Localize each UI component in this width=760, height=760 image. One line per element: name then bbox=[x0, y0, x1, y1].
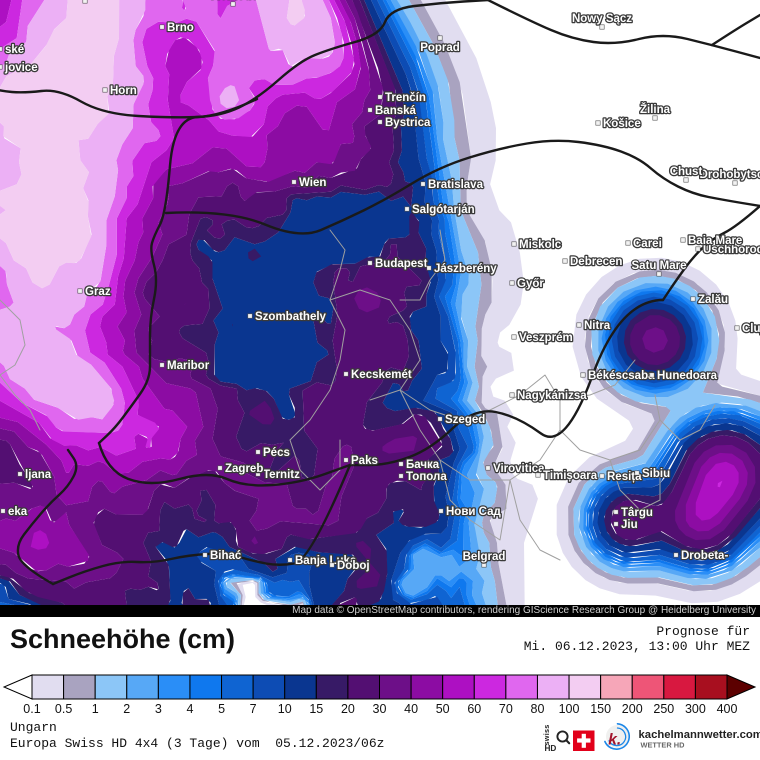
svg-text:HD: HD bbox=[545, 744, 557, 753]
svg-text:Cluj-Napoca: Cluj-Napoca bbox=[742, 323, 760, 335]
svg-text:Graz: Graz bbox=[85, 286, 111, 298]
svg-text:Nowy Sącz: Nowy Sącz bbox=[572, 13, 632, 25]
svg-text:Miskolc: Miskolc bbox=[519, 239, 562, 251]
svg-text:Bystrica: Bystrica bbox=[385, 117, 431, 129]
svg-text:Budapest: Budapest bbox=[375, 258, 428, 270]
svg-text:Trenčín: Trenčín bbox=[385, 92, 426, 104]
svg-text:Kecskemét: Kecskemét bbox=[351, 369, 412, 381]
svg-text:Hunedoara: Hunedoara bbox=[657, 370, 718, 382]
svg-text:ské: ské bbox=[5, 44, 24, 56]
svg-text:Târgu: Târgu bbox=[621, 507, 653, 519]
svg-text:Maribor: Maribor bbox=[167, 360, 210, 372]
svg-text:kachelmannwetter.com: kachelmannwetter.com bbox=[639, 729, 760, 741]
svg-text:Ternitz: Ternitz bbox=[263, 469, 300, 481]
svg-text:Doboj: Doboj bbox=[337, 560, 370, 572]
svg-text:Banská: Banská bbox=[375, 105, 417, 117]
svg-text:Žilina: Žilina bbox=[640, 103, 671, 116]
svg-text:k.: k. bbox=[608, 732, 621, 749]
svg-text:Békéscsaba: Békéscsaba bbox=[588, 370, 655, 382]
svg-text:Brno: Brno bbox=[167, 22, 194, 34]
svg-text:Szeged: Szeged bbox=[445, 414, 485, 426]
svg-text:Jászberény: Jászberény bbox=[434, 263, 497, 275]
svg-text:WETTER HD: WETTER HD bbox=[641, 741, 686, 750]
svg-text:ljana: ljana bbox=[25, 469, 52, 481]
svg-text:Nitra: Nitra bbox=[584, 320, 611, 332]
svg-text:Wien: Wien bbox=[299, 177, 326, 189]
svg-text:Veszprém: Veszprém bbox=[519, 332, 573, 344]
svg-text:Horn: Horn bbox=[110, 85, 137, 97]
svg-text:Carei: Carei bbox=[633, 238, 662, 250]
svg-text:Pécs: Pécs bbox=[263, 447, 290, 459]
svg-text:Drohobytsch: Drohobytsch bbox=[700, 169, 760, 181]
svg-text:Szombathely: Szombathely bbox=[255, 311, 327, 323]
svg-text:Timișoara: Timișoara bbox=[543, 470, 598, 482]
svg-text:Paks: Paks bbox=[351, 455, 378, 467]
svg-text:Poprad: Poprad bbox=[420, 42, 460, 54]
svg-text:Chust: Chust bbox=[670, 166, 703, 178]
svg-text:Drobeta-: Drobeta- bbox=[681, 550, 728, 562]
svg-text:Топола: Топола bbox=[406, 471, 447, 483]
svg-text:Salgótarján: Salgótarján bbox=[412, 204, 475, 216]
svg-text:Belgrad: Belgrad bbox=[463, 551, 506, 563]
svg-text:Nagykánizsa: Nagykánizsa bbox=[517, 390, 587, 402]
svg-text:Baia Mare: Baia Mare bbox=[688, 235, 742, 247]
svg-text:Sibiu: Sibiu bbox=[642, 468, 670, 480]
svg-text:Jiu: Jiu bbox=[621, 519, 638, 531]
svg-text:Košice: Košice bbox=[603, 118, 641, 130]
svg-text:Бачка: Бачка bbox=[406, 459, 440, 471]
svg-text:Bihać: Bihać bbox=[210, 550, 242, 562]
svg-text:Debrecen: Debrecen bbox=[570, 256, 622, 268]
svg-text:eka: eka bbox=[8, 506, 28, 518]
svg-text:swiss: swiss bbox=[542, 724, 551, 745]
svg-text:Satu Mare: Satu Mare bbox=[632, 260, 687, 272]
svg-text:jovice: jovice bbox=[4, 62, 38, 74]
svg-text:Zalău: Zalău bbox=[698, 294, 728, 306]
svg-text:Olomouc: Olomouc bbox=[208, 0, 258, 2]
svg-text:Zagreb: Zagreb bbox=[225, 463, 263, 475]
svg-text:Győr: Győr bbox=[517, 278, 544, 290]
svg-text:Нови Сад: Нови Сад bbox=[446, 506, 502, 518]
svg-text:Bratislava: Bratislava bbox=[428, 179, 484, 191]
